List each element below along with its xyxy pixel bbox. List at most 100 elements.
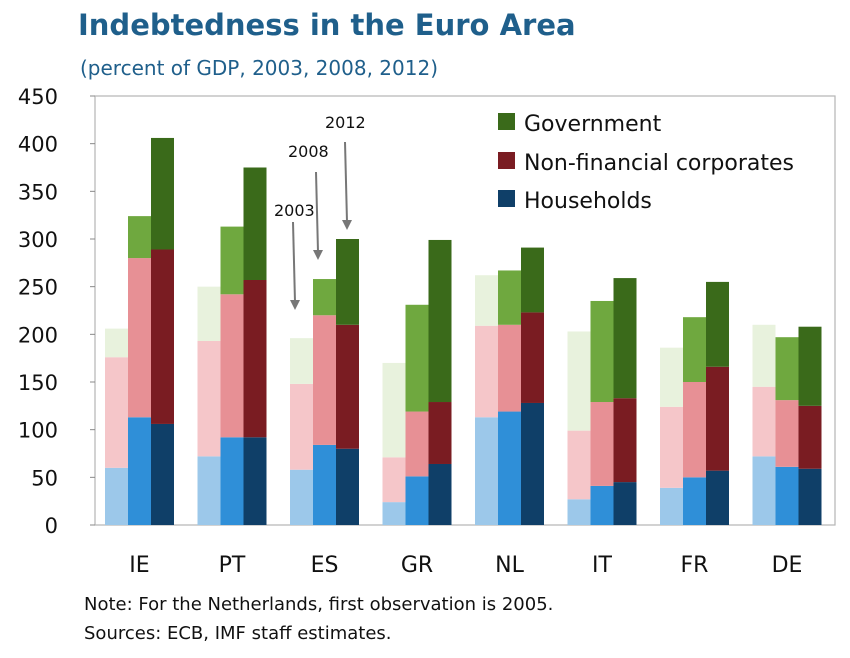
x-tick-label: PT (219, 553, 246, 578)
x-tick-label: FR (681, 553, 709, 578)
y-tick-label: 50 (31, 466, 58, 490)
bar-de-2003-households (752, 456, 776, 525)
bar-de-2003-government (752, 324, 776, 387)
bar-fr-2008-households (683, 477, 706, 525)
x-tick-label: IE (129, 553, 149, 578)
bar-ie-2008-households (128, 417, 151, 525)
y-tick-label: 100 (18, 419, 58, 443)
chart-sources: Sources: ECB, IMF staff estimates. (84, 623, 392, 644)
bar-es-2008-households (313, 444, 336, 525)
bar-gr-2012-households (428, 463, 452, 525)
bar-it-2003-households (567, 499, 591, 525)
bar-gr-2008-households (405, 476, 429, 525)
bar-gr-2003-households (382, 502, 406, 525)
bar-pt-2008-households (220, 437, 244, 525)
bar-gr-2008-government (405, 304, 429, 412)
annotation-2008: 2008 (288, 142, 329, 161)
bar-ie-2012-government (151, 137, 174, 250)
x-tick-label: DE (772, 553, 803, 578)
bar-fr-2012-corporates (706, 366, 729, 471)
legend-label-government: Government (524, 112, 662, 137)
bar-pt-2012-government (243, 167, 267, 280)
bar-it-2012-corporates (613, 398, 637, 483)
legend-swatch-corporates (498, 152, 515, 169)
x-tick-label: GR (401, 553, 433, 578)
annotation-2012: 2012 (325, 113, 366, 132)
y-tick-label: 0 (45, 514, 58, 538)
legend-label-households: Households (524, 189, 652, 214)
arrow-2008 (315, 171, 319, 253)
bar-pt-2003-households (197, 456, 221, 525)
bar-fr-2003-government (660, 347, 683, 407)
bar-fr-2008-government (683, 317, 706, 382)
bar-pt-2003-government (197, 286, 221, 342)
bar-it-2008-households (590, 485, 614, 525)
bar-es-2012-government (336, 239, 359, 325)
bar-de-2008-households (775, 466, 799, 525)
bar-es-2003-government (290, 338, 313, 384)
legend-label-corporates: Non-financial corporates (524, 151, 794, 176)
bar-de-2008-government (775, 337, 799, 401)
bar-ie-2003-households (105, 467, 128, 525)
bar-it-2003-corporates (567, 430, 591, 500)
bar-de-2008-corporates (775, 400, 799, 467)
bar-fr-2008-corporates (683, 382, 706, 478)
y-tick-label: 400 (18, 133, 58, 157)
bar-pt-2008-government (220, 226, 244, 295)
bar-nl-2008-households (498, 411, 521, 525)
bar-gr-2008-corporates (405, 411, 429, 477)
bar-de-2012-government (798, 326, 822, 406)
x-tick-label: ES (311, 553, 339, 578)
bar-nl-2003-government (475, 275, 498, 326)
arrowhead-2003 (290, 300, 300, 310)
bar-nl-2003-households (475, 417, 498, 525)
bar-gr-2012-government (428, 239, 452, 403)
chart-title: Indebtedness in the Euro Area (78, 8, 576, 42)
bar-pt-2012-corporates (243, 279, 267, 438)
x-tick-label: IT (592, 553, 612, 578)
bar-pt-2012-households (243, 437, 267, 525)
bar-fr-2003-corporates (660, 406, 683, 488)
bar-de-2012-corporates (798, 405, 822, 469)
bar-es-2008-corporates (313, 315, 336, 445)
y-tick-label: 300 (18, 228, 58, 252)
bars-group (105, 137, 822, 525)
arrow-2003 (292, 221, 296, 303)
x-axis: IE PT ES GR NL IT FR DE (129, 553, 802, 578)
y-tick-label: 350 (18, 180, 58, 204)
arrowhead-2008 (313, 250, 323, 260)
y-tick-label: 200 (18, 323, 58, 347)
bar-nl-2008-government (498, 270, 521, 325)
legend-swatch-government (498, 113, 515, 130)
bar-it-2012-households (613, 482, 637, 525)
bar-de-2012-households (798, 468, 822, 525)
y-axis: 0 50 100 150 200 250 300 350 400 450 (18, 85, 95, 538)
bar-gr-2012-corporates (428, 402, 452, 464)
arrow-2012 (344, 141, 348, 223)
bar-it-2008-government (590, 300, 614, 403)
bar-nl-2003-corporates (475, 325, 498, 418)
y-tick-label: 450 (18, 85, 58, 109)
y-tick-label: 250 (18, 276, 58, 300)
arrowhead-2012 (342, 220, 352, 230)
bar-ie-2008-corporates (128, 258, 151, 418)
bar-gr-2003-government (382, 362, 406, 458)
legend: Government Non-financial corporates Hous… (498, 112, 794, 214)
bar-fr-2012-government (706, 281, 729, 367)
bar-de-2003-corporates (752, 386, 776, 457)
bar-fr-2003-households (660, 487, 683, 525)
bar-nl-2012-households (521, 402, 544, 525)
bar-ie-2003-government (105, 328, 128, 358)
bar-it-2003-government (567, 331, 591, 431)
plot-frame (94, 95, 836, 526)
legend-swatch-households (498, 190, 515, 207)
bar-es-2003-households (290, 469, 313, 525)
annotation-2003: 2003 (274, 201, 315, 220)
bar-ie-2008-government (128, 216, 151, 259)
bar-ie-2003-corporates (105, 357, 128, 468)
bar-pt-2003-corporates (197, 341, 221, 457)
bar-fr-2012-households (706, 470, 729, 525)
bar-es-2012-corporates (336, 324, 359, 449)
